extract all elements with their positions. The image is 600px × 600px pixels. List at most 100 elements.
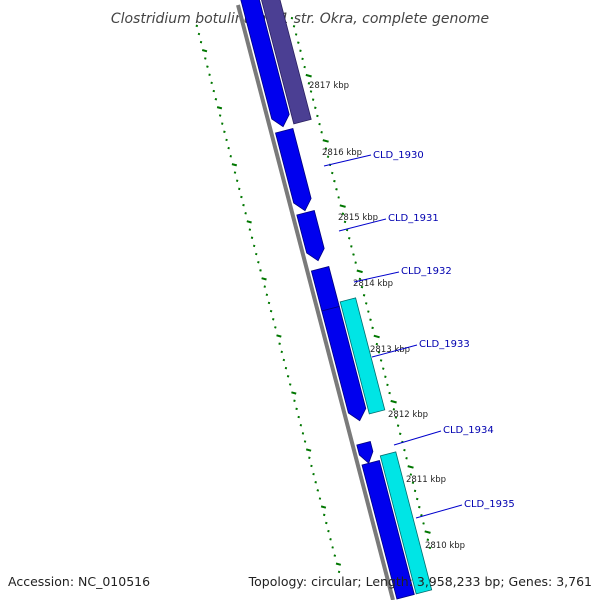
inner-minor-tick bbox=[265, 293, 269, 297]
scale-major-tick bbox=[390, 399, 397, 404]
scale-minor-tick bbox=[311, 98, 315, 101]
scale-label-2817: 2817 kbp bbox=[309, 81, 349, 91]
inner-minor-tick bbox=[337, 570, 341, 574]
inner-minor-tick bbox=[218, 114, 222, 117]
gene-forward-5 bbox=[321, 306, 367, 422]
gene-forward-3 bbox=[296, 210, 325, 262]
scale-minor-tick bbox=[405, 457, 408, 460]
inner-minor-tick bbox=[280, 350, 283, 354]
scale-minor-tick bbox=[388, 391, 391, 395]
inner-major-tick bbox=[261, 277, 267, 281]
scale-minor-tick bbox=[324, 147, 328, 150]
gene-label-cld-1930: CLD_1930 bbox=[373, 150, 424, 161]
inner-minor-tick bbox=[242, 203, 245, 207]
gene-label-line bbox=[371, 344, 418, 358]
inner-major-tick bbox=[276, 334, 282, 338]
inner-minor-tick bbox=[233, 171, 237, 174]
scale-minor-tick bbox=[316, 114, 319, 118]
inner-major-tick bbox=[231, 163, 238, 167]
inner-minor-tick bbox=[282, 358, 286, 362]
scale-minor-tick bbox=[318, 122, 321, 126]
gene-label-line bbox=[353, 271, 400, 283]
inner-minor-tick bbox=[284, 366, 288, 370]
inner-minor-tick bbox=[250, 236, 254, 239]
inner-minor-tick bbox=[325, 521, 328, 525]
gene-label-cld-1933: CLD_1933 bbox=[419, 339, 470, 350]
scale-minor-tick bbox=[303, 65, 306, 69]
gene-forward-1 bbox=[240, 0, 290, 128]
scale-minor-tick bbox=[422, 522, 425, 525]
scale-minor-tick bbox=[392, 408, 396, 411]
scale-minor-tick bbox=[330, 171, 334, 175]
inner-minor-tick bbox=[238, 187, 241, 191]
inner-minor-tick bbox=[240, 195, 243, 199]
scale-minor-tick bbox=[398, 432, 402, 436]
inner-minor-tick bbox=[259, 269, 262, 272]
inner-tick-track bbox=[195, 24, 342, 574]
inner-minor-tick bbox=[295, 407, 298, 411]
scale-minor-tick bbox=[403, 448, 406, 452]
inner-minor-tick bbox=[312, 472, 315, 476]
gene-reverse-2 bbox=[379, 451, 433, 595]
gene-label-line bbox=[323, 154, 372, 167]
scale-minor-tick bbox=[290, 16, 294, 20]
scale-minor-tick bbox=[301, 57, 304, 61]
scale-minor-tick bbox=[335, 188, 338, 191]
genome-backbone bbox=[236, 4, 395, 600]
gene-upper bbox=[261, 0, 312, 125]
gene-label-cld-1935: CLD_1935 bbox=[464, 499, 515, 510]
inner-minor-tick bbox=[299, 423, 303, 427]
inner-minor-tick bbox=[208, 73, 211, 76]
gene-forward-6 bbox=[356, 441, 374, 464]
scale-minor-tick bbox=[341, 212, 345, 215]
scale-minor-tick bbox=[297, 41, 300, 44]
scale-label-2812: 2812 kbp bbox=[388, 410, 428, 420]
inner-minor-tick bbox=[252, 244, 256, 248]
inner-major-tick bbox=[246, 220, 252, 224]
scale-minor-tick bbox=[396, 424, 400, 427]
inner-minor-tick bbox=[269, 309, 273, 313]
gene-label-line bbox=[393, 430, 442, 446]
scale-minor-tick bbox=[381, 367, 385, 370]
gene-track bbox=[240, 0, 433, 600]
inner-minor-tick bbox=[288, 383, 292, 386]
inner-minor-tick bbox=[267, 301, 271, 305]
scale-minor-tick bbox=[292, 25, 296, 28]
inner-minor-tick bbox=[229, 155, 232, 158]
scale-minor-tick bbox=[309, 90, 313, 93]
inner-minor-tick bbox=[204, 57, 207, 60]
genome-title: Clostridium botulinum B1 str. Okra, comp… bbox=[111, 11, 489, 27]
scale-minor-tick bbox=[352, 253, 355, 256]
inner-minor-tick bbox=[303, 440, 307, 443]
gene-forward-2 bbox=[275, 128, 312, 212]
scale-labels: 2817 kbp 2816 kbp 2815 kbp 2814 kbp 2813… bbox=[309, 81, 465, 551]
scale-minor-tick bbox=[333, 179, 336, 183]
inner-minor-tick bbox=[255, 252, 258, 256]
scale-minor-tick bbox=[358, 277, 362, 281]
scale-minor-tick bbox=[377, 351, 381, 354]
scale-major-tick bbox=[356, 269, 363, 274]
inner-major-tick bbox=[201, 49, 208, 53]
inner-minor-tick bbox=[244, 212, 247, 215]
gene-forward-7 bbox=[361, 460, 415, 600]
inner-minor-tick bbox=[210, 81, 213, 85]
inner-minor-tick bbox=[235, 179, 239, 182]
scale-major-tick bbox=[322, 139, 329, 143]
inner-minor-tick bbox=[225, 138, 228, 142]
inner-minor-tick bbox=[212, 89, 216, 93]
scale-minor-tick bbox=[379, 359, 383, 362]
inner-minor-tick bbox=[197, 32, 201, 36]
scale-minor-tick bbox=[369, 318, 372, 321]
inner-minor-tick bbox=[286, 375, 290, 378]
inner-minor-tick bbox=[278, 342, 281, 345]
scale-major-tick bbox=[424, 530, 431, 534]
scale-minor-tick bbox=[386, 383, 389, 387]
inner-major-tick bbox=[216, 106, 223, 110]
inner-major-tick bbox=[291, 391, 297, 395]
scale-minor-tick bbox=[364, 302, 368, 305]
inner-minor-tick bbox=[327, 529, 330, 533]
inner-minor-tick bbox=[297, 415, 300, 419]
inner-minor-tick bbox=[333, 554, 337, 557]
scale-minor-tick bbox=[354, 261, 357, 264]
